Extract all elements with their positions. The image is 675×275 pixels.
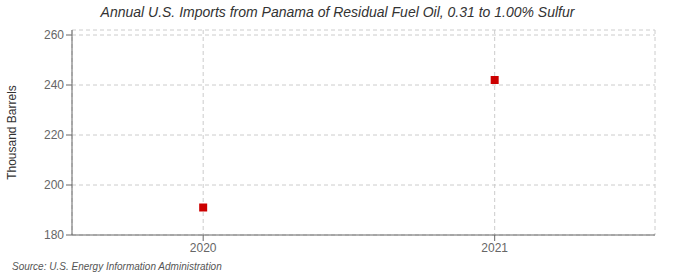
svg-text:2021: 2021	[481, 241, 508, 255]
svg-text:260: 260	[44, 28, 64, 42]
svg-text:180: 180	[44, 228, 64, 242]
svg-text:220: 220	[44, 128, 64, 142]
svg-text:2020: 2020	[190, 241, 217, 255]
svg-text:Thousand Barrels: Thousand Barrels	[8, 85, 19, 180]
html-text:Annual U.S. Imports from Panam: Annual U.S. Imports from Panama of Resid…	[100, 4, 575, 20]
html-text:Source: U.S. Energy Informatio: Source: U.S. Energy Information Administ…	[12, 261, 222, 272]
svg-text:240: 240	[44, 78, 64, 92]
svg-text:200: 200	[44, 178, 64, 192]
